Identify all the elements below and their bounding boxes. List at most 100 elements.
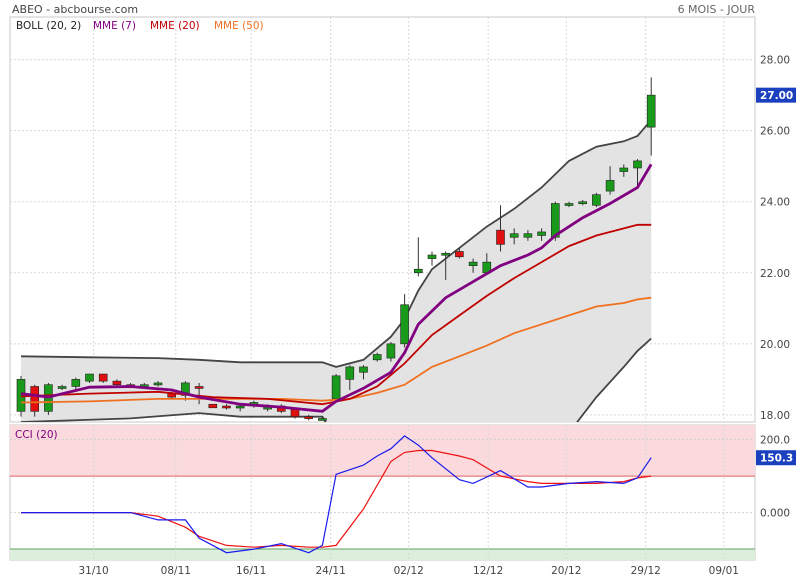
candle — [345, 365, 355, 391]
candle — [181, 381, 190, 401]
candle — [112, 379, 122, 387]
cci-oversold-zone — [10, 549, 755, 560]
mme50-line — [20, 296, 652, 404]
candle — [44, 382, 53, 415]
candle-body — [181, 382, 190, 396]
bollinger-bands — [20, 119, 652, 422]
candle-body — [400, 304, 409, 345]
last-price-badge: 27.00 — [756, 87, 796, 103]
candle — [537, 228, 546, 241]
candle — [578, 199, 588, 206]
candle-body — [509, 233, 519, 238]
candle-body — [523, 233, 533, 238]
candle — [455, 247, 464, 259]
candle-body — [85, 373, 94, 382]
candle — [30, 384, 40, 417]
candle-body — [194, 386, 204, 389]
candle-body — [496, 229, 505, 245]
candle-body — [592, 194, 601, 206]
axis-labels: 18.00 20.00 22.00 24.00 26.00 28.00 200.0 0.000… — [78, 55, 790, 577]
candle-body — [619, 167, 629, 172]
period-label: 6 MOIS - JOUR — [678, 3, 756, 16]
bollinger-group — [20, 119, 652, 422]
candle-body — [441, 252, 451, 256]
legend: BOLL (20, 2) MME (7) MME (20) MME (50) — [16, 20, 264, 32]
bollinger-fill — [21, 120, 652, 422]
candle — [359, 365, 368, 380]
candle — [318, 416, 327, 421]
date-tick-label: 24/11 — [315, 565, 345, 577]
candle-body — [427, 254, 437, 259]
cci-tick-label: 0.000 — [760, 508, 790, 520]
candle-body — [318, 418, 327, 421]
candle-body — [290, 409, 300, 417]
candle — [331, 374, 341, 401]
candle-body — [455, 251, 464, 258]
candle-body — [646, 94, 656, 128]
candle — [509, 228, 519, 245]
bollinger-lower — [20, 337, 652, 422]
candle — [523, 230, 533, 241]
price-tick-label: 18.00 — [760, 410, 790, 422]
candle — [194, 382, 204, 405]
candle-body — [71, 379, 81, 387]
candle — [98, 373, 108, 383]
candle-body — [413, 268, 423, 274]
date-tick-label: 02/12 — [394, 565, 424, 577]
candle — [208, 403, 218, 409]
cci-title: CCI (20) — [15, 429, 58, 441]
candle-body — [468, 261, 478, 266]
cci-overbought-zone — [10, 425, 755, 477]
chart-title: ABEO - abcbourse.com — [12, 3, 138, 16]
candle-body — [633, 160, 642, 169]
candle-body — [564, 203, 574, 206]
candle — [441, 251, 451, 280]
mme7-line — [20, 163, 653, 413]
legend-mme7: MME (7) — [93, 20, 136, 32]
candle — [222, 404, 231, 410]
last-cci-value: 150.3 — [760, 453, 793, 465]
candle-body — [30, 386, 40, 412]
candle — [400, 294, 409, 348]
candle-body — [304, 416, 314, 419]
candle-body — [112, 380, 122, 385]
candle-body — [386, 343, 396, 359]
date-tick-label: 29/12 — [631, 565, 661, 577]
candle-body — [345, 366, 355, 380]
price-tick-label: 28.00 — [760, 55, 790, 67]
candle — [304, 414, 314, 421]
candle — [85, 373, 94, 383]
candle — [427, 251, 437, 266]
candle — [413, 237, 423, 277]
cci-line — [21, 435, 652, 554]
candle — [496, 205, 505, 252]
price-tick-label: 22.00 — [760, 268, 790, 280]
bollinger-upper — [20, 119, 652, 368]
candle — [605, 166, 615, 195]
candle — [564, 201, 574, 208]
date-tick-label: 09/01 — [709, 565, 739, 577]
candle-body — [578, 201, 588, 205]
candle-body — [331, 375, 341, 400]
legend-mme20: MME (20) — [150, 20, 200, 32]
candle — [372, 352, 382, 362]
candle-body — [537, 231, 546, 236]
moving-averages — [20, 163, 653, 413]
candle-body — [98, 373, 108, 382]
date-tick-label: 16/11 — [236, 565, 266, 577]
candle — [592, 192, 601, 208]
candle-body — [57, 386, 67, 389]
candle — [633, 159, 642, 188]
cci-lines — [21, 435, 652, 554]
candle — [57, 384, 67, 391]
price-tick-label: 24.00 — [760, 197, 790, 209]
price-tick-label: 20.00 — [760, 339, 790, 351]
candle-body — [359, 366, 368, 373]
cci-signal-line — [21, 449, 652, 548]
candle-body — [372, 354, 382, 361]
candle — [153, 381, 163, 387]
candle-body — [153, 382, 163, 386]
mme20-line — [20, 223, 652, 406]
